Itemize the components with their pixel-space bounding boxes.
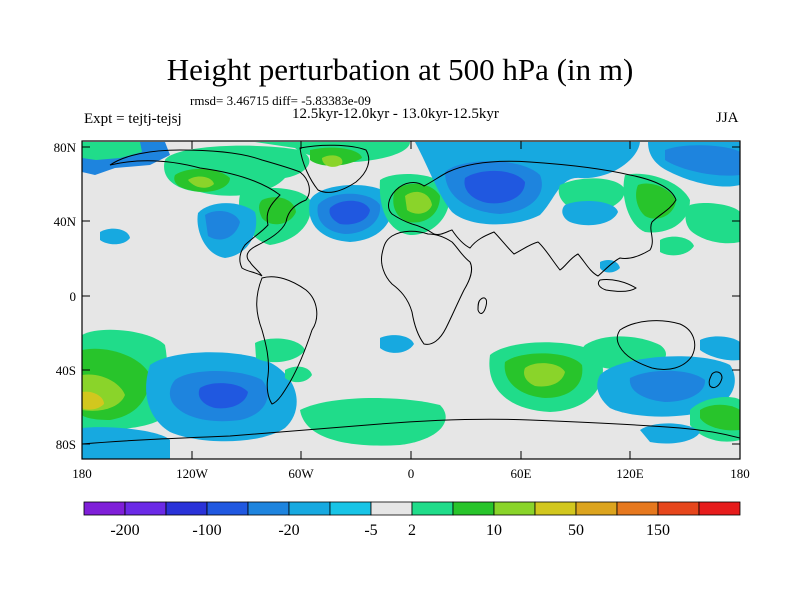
lat-label: 0 [70,289,77,304]
anomaly-negative [629,370,706,402]
anomaly-negative [380,335,414,353]
anomaly-positive [685,202,740,244]
colorbar-swatch [288,501,331,516]
colorbar-swatch [329,501,372,516]
anomaly-negative [82,427,170,459]
africa-coast [381,230,473,345]
period-label: 12.5kyr-12.0kyr - 13.0kyr-12.5kyr [292,106,499,122]
lat-label: 80S [56,437,76,452]
colorbar-swatch [83,501,126,516]
anomaly-negative [205,210,240,240]
australia-coast [616,320,696,370]
lon-label: 180 [72,466,92,481]
lon-label: 60W [288,466,314,481]
anomaly-negative [198,383,248,409]
anomaly-positive [700,404,740,431]
colorbar-label: 50 [568,522,584,539]
colorbar-label: 150 [646,522,670,539]
colorbar-swatch [493,501,536,516]
south-america-coast [256,276,318,405]
lon-label: 180 [730,466,750,481]
eurasia-coast [388,160,677,277]
anomaly-negative [700,336,740,361]
new-zealand-coast [708,371,723,389]
anomaly-negative [665,145,740,176]
anomaly-positive [82,142,142,160]
lat-label: 40S [56,363,76,378]
anomaly-positive [322,155,343,167]
colorbar-label: -5 [364,522,377,539]
anomaly-negative [464,170,525,204]
colorbar-swatch [616,501,659,516]
colorbar: -200 -100 -20 -5 2 10 50 150 [83,501,741,539]
colorbar-swatch [657,501,700,516]
anomaly-positive [405,191,432,214]
anomaly-field [82,141,740,459]
antarctica-coast [82,418,740,445]
indonesia-coast [597,279,637,292]
colorbar-swatch [452,501,495,516]
colorbar-label: -200 [110,522,139,539]
anomaly-negative [562,200,618,226]
north-america-coast [109,149,310,277]
anomaly-positive [82,391,104,410]
colorbar-swatch [165,501,208,516]
lon-label: 120W [176,466,209,481]
anomaly-positive [300,398,446,446]
madagascar-coast [477,297,487,314]
coastlines [82,144,740,445]
lat-label: 80N [54,140,77,155]
map-title: Height perturbation at 500 hPa (in m) [166,52,634,87]
anomaly-positive [524,363,565,387]
anomaly-positive [660,236,694,256]
expt-label: Expt = tejtj-tejsj [84,111,182,127]
colorbar-swatch [575,501,618,516]
colorbar-swatch [247,501,290,516]
anomaly-positive [636,183,676,219]
colorbar-swatch [206,501,249,516]
colorbar-swatch [370,501,413,516]
colorbar-swatch [411,501,454,516]
colorbar-label: -20 [278,522,299,539]
lon-label: 0 [408,466,415,481]
lon-label: 120E [616,466,644,481]
lon-label: 60E [511,466,532,481]
colorbar-label: -100 [192,522,221,539]
lat-label: 40N [54,214,77,229]
colorbar-swatch [698,501,741,516]
anomaly-negative [329,200,370,225]
anomaly-negative [100,228,130,245]
colorbar-swatch [124,501,167,516]
season-label: JJA [716,110,739,126]
colorbar-swatch [534,501,577,516]
greenland-coast [299,144,370,193]
anomaly-positive [188,176,214,188]
stats-line: rmsd= 3.46715 diff= -5.83383e-09 [190,93,371,108]
colorbar-label: 10 [486,522,502,539]
colorbar-label: 2 [408,522,416,539]
map-ticks [81,141,741,459]
